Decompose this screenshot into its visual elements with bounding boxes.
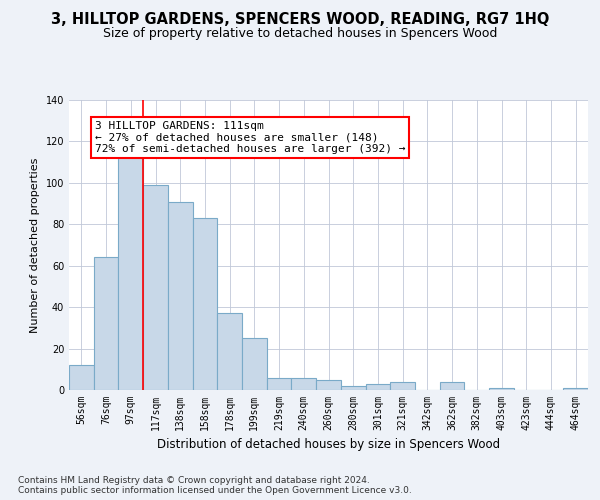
- Bar: [489, 388, 514, 390]
- Y-axis label: Number of detached properties: Number of detached properties: [30, 158, 40, 332]
- Bar: [316, 380, 341, 390]
- X-axis label: Distribution of detached houses by size in Spencers Wood: Distribution of detached houses by size …: [157, 438, 500, 452]
- Bar: [193, 218, 217, 390]
- Bar: [563, 388, 588, 390]
- Bar: [267, 378, 292, 390]
- Bar: [440, 382, 464, 390]
- Bar: [341, 386, 365, 390]
- Bar: [118, 156, 143, 390]
- Bar: [217, 314, 242, 390]
- Bar: [143, 185, 168, 390]
- Bar: [365, 384, 390, 390]
- Bar: [69, 365, 94, 390]
- Bar: [168, 202, 193, 390]
- Text: Contains HM Land Registry data © Crown copyright and database right 2024.
Contai: Contains HM Land Registry data © Crown c…: [18, 476, 412, 495]
- Bar: [292, 378, 316, 390]
- Bar: [242, 338, 267, 390]
- Text: 3, HILLTOP GARDENS, SPENCERS WOOD, READING, RG7 1HQ: 3, HILLTOP GARDENS, SPENCERS WOOD, READI…: [51, 12, 549, 28]
- Bar: [94, 258, 118, 390]
- Text: 3 HILLTOP GARDENS: 111sqm
← 27% of detached houses are smaller (148)
72% of semi: 3 HILLTOP GARDENS: 111sqm ← 27% of detac…: [95, 120, 406, 154]
- Text: Size of property relative to detached houses in Spencers Wood: Size of property relative to detached ho…: [103, 28, 497, 40]
- Bar: [390, 382, 415, 390]
